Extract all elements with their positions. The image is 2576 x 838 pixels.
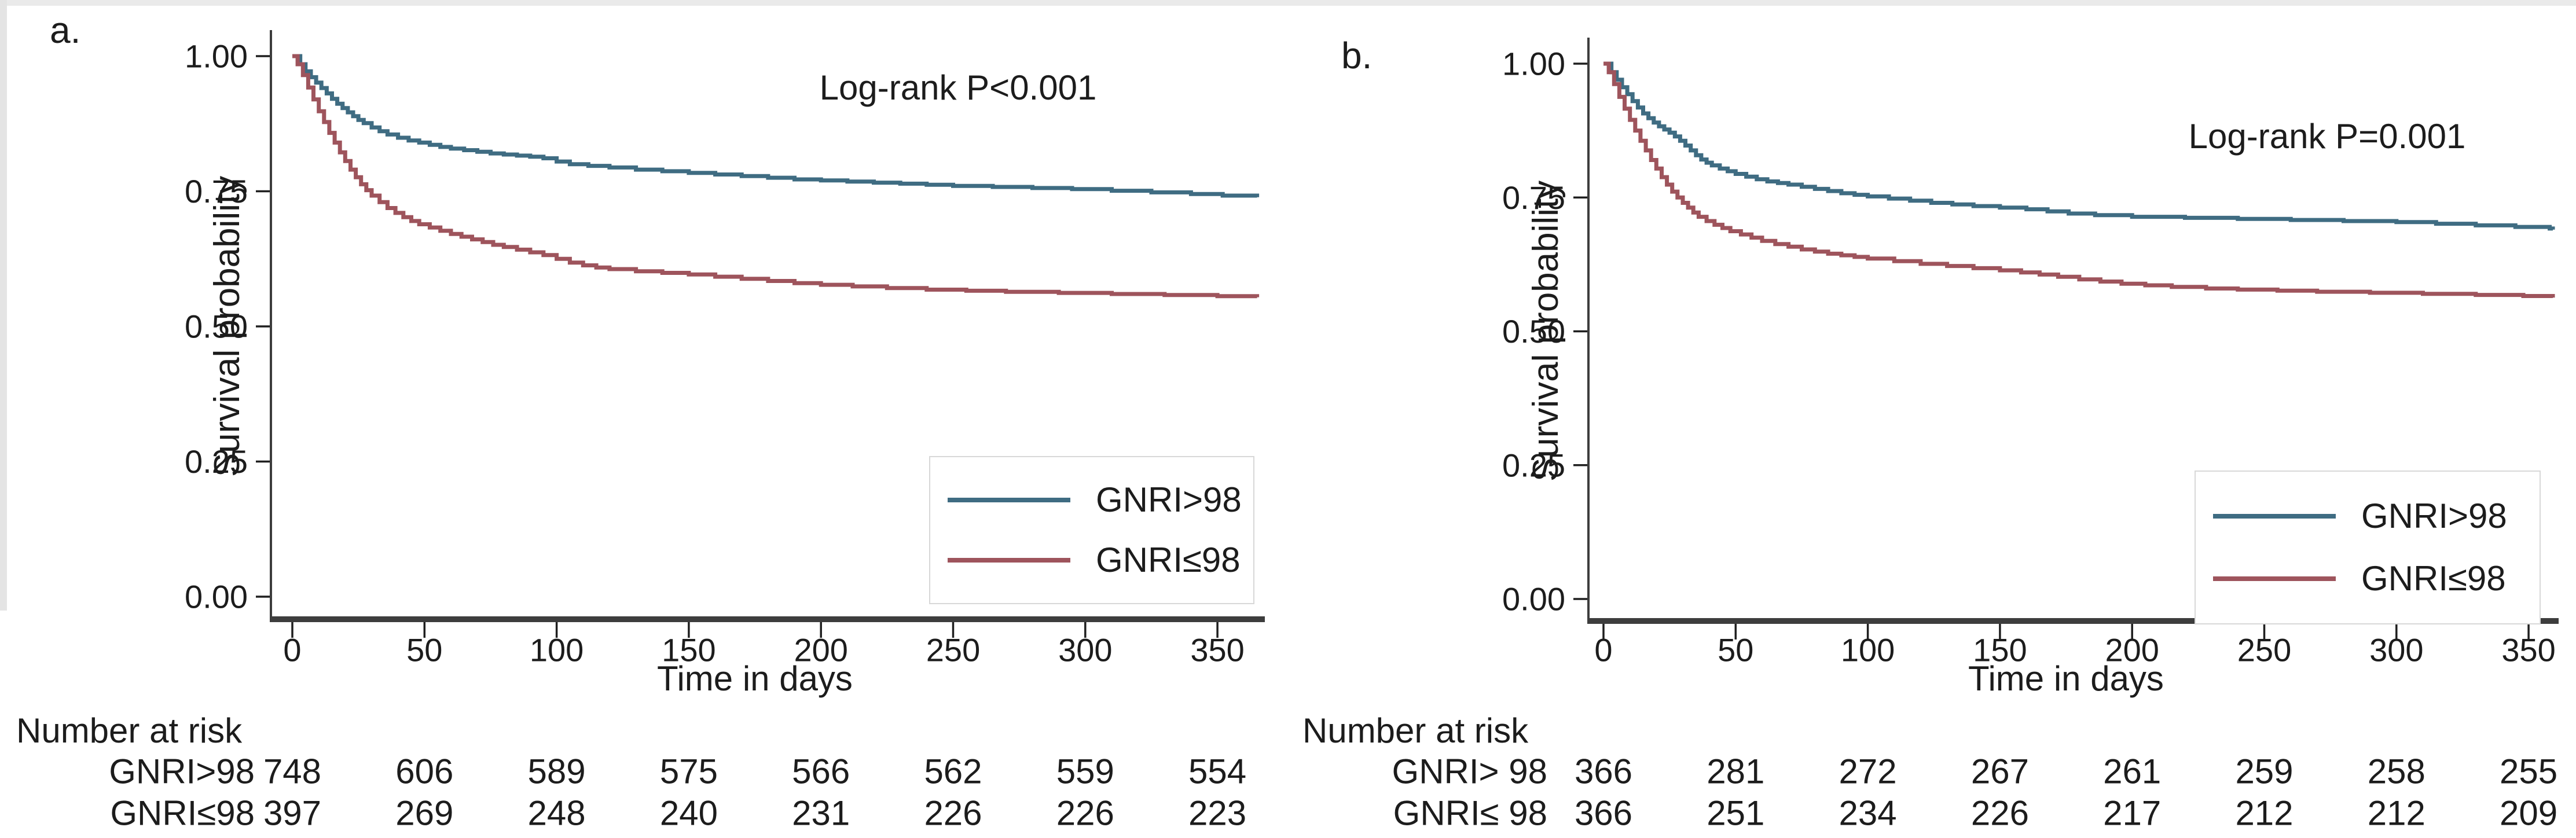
legend-line-swatch-blue (2213, 514, 2336, 519)
km-chart-a: 1.00 0.75 0.50 0.25 0.00 0 50 100 150 200 250 300 35… (109, 30, 1265, 833)
x-axis-title-b: Time in days (1968, 659, 2164, 698)
legend-item: GNRI>98 (2213, 499, 2540, 534)
scan-artifact-left-strip (0, 0, 7, 611)
risk-count: 226 (924, 794, 982, 833)
legend-label: GNRI≤98 (1096, 541, 1241, 579)
x-tick-label: 100 (530, 632, 584, 668)
risk-count: 269 (395, 794, 453, 833)
survival-curve-gnri-le-98 (1603, 61, 2555, 298)
y-tick-label: 0.75 (1502, 179, 1565, 216)
x-tick-label: 150 (1973, 632, 2027, 668)
y-tick-label: 0.00 (1502, 581, 1565, 618)
legend-item: GNRI>98 (948, 483, 1253, 517)
risk-count: 261 (2103, 752, 2161, 791)
risk-table-header-b: Number at risk (1302, 711, 1529, 750)
legend-label: GNRI≤98 (2361, 558, 2506, 598)
risk-count: 606 (395, 752, 453, 791)
risk-count: 209 (2500, 794, 2557, 833)
survival-curve-gnri-gt-98 (1603, 61, 2555, 231)
risk-count: 366 (1575, 794, 1632, 833)
risk-count: 240 (660, 794, 718, 833)
legend-line-swatch-red (948, 558, 1070, 563)
risk-count: 251 (1707, 794, 1764, 833)
risk-count: 223 (1188, 794, 1246, 833)
km-panel-b: 1.00 0.75 0.50 0.25 0.00 0 50 100 150 200 250 300 35… (1288, 0, 2576, 838)
y-tick-label: 0.50 (185, 308, 248, 345)
km-panel-a: 1.00 0.75 0.50 0.25 0.00 0 50 100 150 200 250 300 35… (16, 9, 1265, 833)
y-tick-label: 0.25 (1502, 447, 1565, 483)
y-tick-label: 0.25 (185, 443, 248, 480)
risk-count: 226 (1971, 794, 2029, 833)
y-tick-label: 0.50 (1502, 313, 1565, 350)
risk-count: 267 (1971, 752, 2029, 791)
legend-line-swatch-red (2213, 576, 2336, 581)
legend-item: GNRI≤98 (948, 543, 1253, 578)
risk-count: 212 (2368, 794, 2425, 833)
risk-count: 366 (1575, 752, 1632, 791)
x-tick-label: 300 (1058, 632, 1112, 668)
x-tick-label: 200 (2105, 632, 2159, 668)
risk-count: 259 (2235, 752, 2293, 791)
x-tick-label: 50 (1718, 632, 1753, 668)
x-axis-title-a: Time in days (657, 659, 853, 698)
x-tick-label: 0 (1594, 632, 1612, 668)
legend-line-swatch-blue (948, 498, 1070, 502)
risk-count: 589 (528, 752, 586, 791)
risk-row-label: GNRI>98 (109, 752, 255, 791)
risk-count: 281 (1707, 752, 1764, 791)
risk-count: 566 (792, 752, 850, 791)
legend-a: GNRI>98 GNRI≤98 (929, 456, 1254, 604)
legend-item: GNRI≤98 (2213, 561, 2540, 596)
risk-count: 231 (792, 794, 850, 833)
x-tick-label: 50 (406, 632, 442, 668)
risk-table-header-a: Number at risk (16, 711, 243, 750)
risk-count: 748 (263, 752, 321, 791)
risk-count: 226 (1056, 794, 1114, 833)
scan-artifact-top-strip (0, 0, 2576, 6)
x-tick-label: 200 (794, 632, 847, 668)
x-tick-label: 0 (283, 632, 301, 668)
y-axis-title-a: Survival probability (207, 175, 247, 477)
risk-row-label: GNRI> 98 (1392, 752, 1547, 791)
risk-count: 559 (1056, 752, 1114, 791)
risk-count: 234 (1839, 794, 1897, 833)
x-tick-label: 350 (2501, 632, 2555, 668)
x-tick-label: 250 (926, 632, 980, 668)
y-axis-title-b: Survival probability (1526, 180, 1566, 482)
survival-curve-gnri-gt-98 (292, 54, 1260, 198)
y-tick-label: 0.75 (185, 173, 248, 210)
risk-row-label: GNRI≤98 (110, 794, 255, 833)
risk-count: 212 (2235, 794, 2293, 833)
survival-curve-gnri-le-98 (292, 54, 1260, 299)
legend-label: GNRI>98 (2361, 497, 2507, 536)
risk-row-label: GNRI≤ 98 (1393, 794, 1547, 833)
x-tick-label: 150 (662, 632, 715, 668)
risk-count: 248 (528, 794, 586, 833)
risk-count: 575 (660, 752, 718, 791)
logrank-annotation-b: Log-rank P=0.001 (2188, 117, 2466, 156)
panel-letter-b: b. (1341, 35, 1373, 76)
y-tick-label: 0.00 (185, 579, 248, 615)
km-chart-b: 1.00 0.75 0.50 0.25 0.00 0 50 100 150 200 250 300 35… (1392, 38, 2559, 833)
x-tick-label: 300 (2369, 632, 2423, 668)
x-tick-label: 100 (1841, 632, 1895, 668)
x-tick-label: 250 (2237, 632, 2291, 668)
risk-count: 217 (2103, 794, 2161, 833)
risk-count: 397 (263, 794, 321, 833)
x-tick-label: 350 (1190, 632, 1244, 668)
risk-count: 255 (2500, 752, 2557, 791)
legend-label: GNRI>98 (1096, 480, 1242, 519)
legend-b: GNRI>98 GNRI≤98 (2195, 471, 2541, 624)
risk-count: 554 (1188, 752, 1246, 791)
logrank-annotation-a: Log-rank P<0.001 (819, 68, 1097, 107)
risk-count: 258 (2368, 752, 2425, 791)
panel-letter-a: a. (50, 9, 81, 51)
y-tick-label: 1.00 (1502, 46, 1565, 82)
y-tick-label: 1.00 (185, 38, 248, 75)
risk-count: 562 (924, 752, 982, 791)
risk-count: 272 (1839, 752, 1897, 791)
